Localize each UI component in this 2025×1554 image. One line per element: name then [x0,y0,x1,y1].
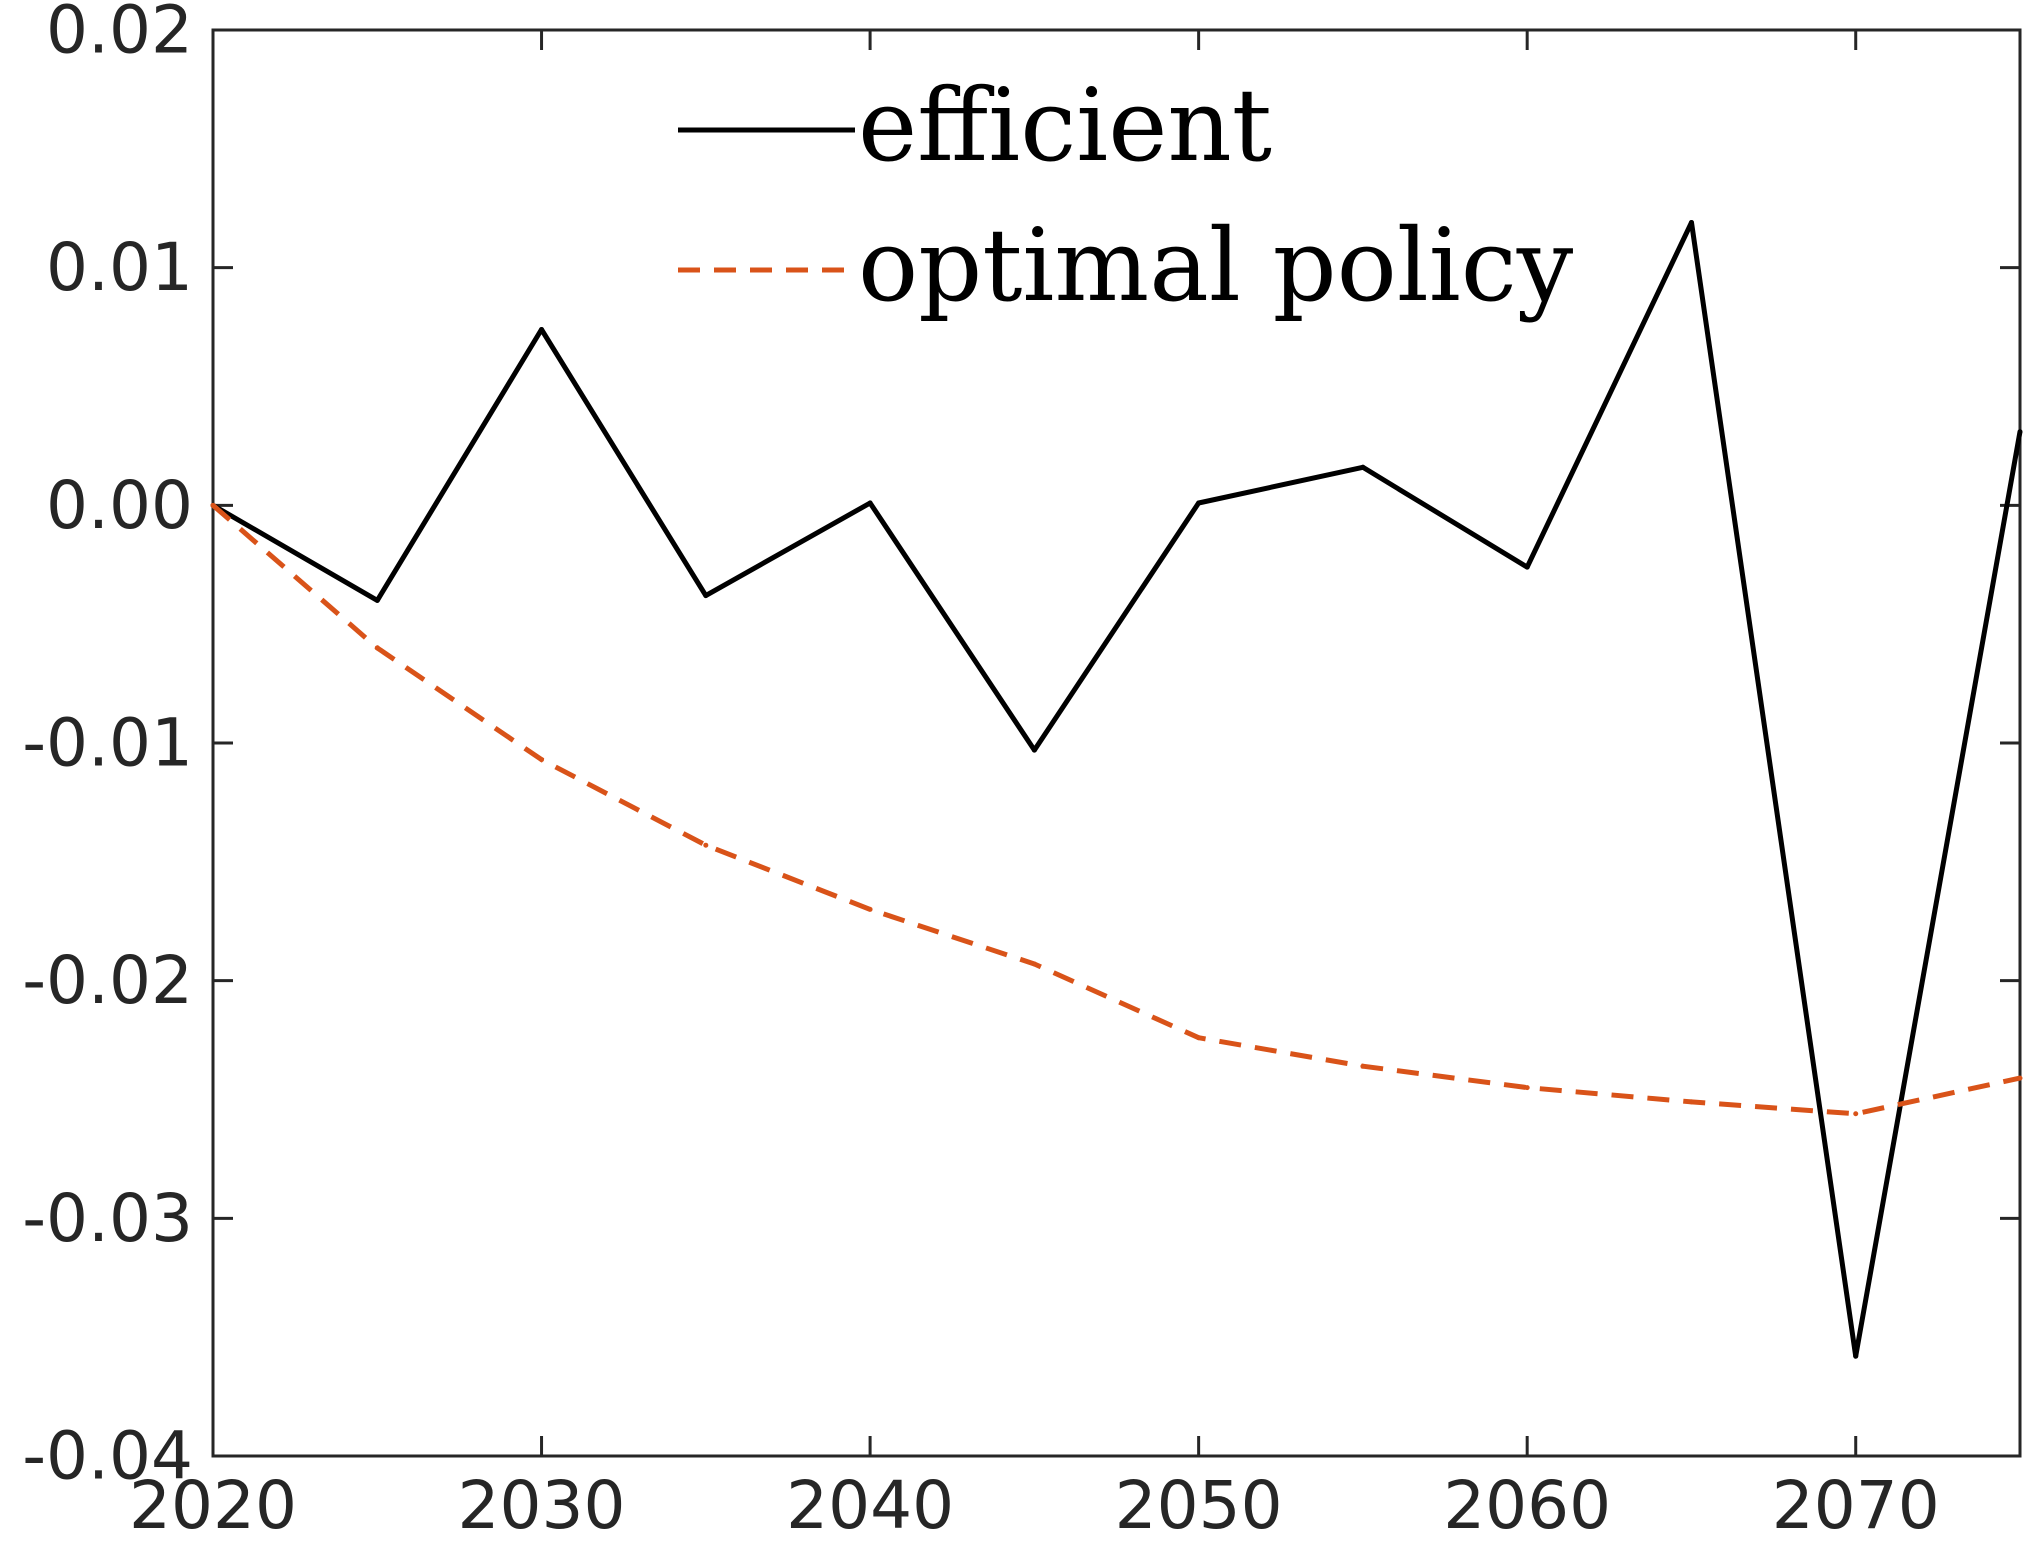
series-layer [210,220,2023,1359]
data-point-optimal-policy [539,757,545,763]
data-point-optimal-policy [1360,1063,1366,1069]
data-point-efficient [374,597,380,603]
data-point-efficient [539,326,545,332]
data-point-optimal-policy [210,502,216,508]
data-point-optimal-policy [1688,1099,1694,1105]
y-tick-label: -0.01 [22,705,193,782]
data-point-efficient [1688,220,1694,226]
x-tick-label: 2030 [458,1467,626,1544]
data-point-optimal-policy [1031,961,1037,967]
data-point-optimal-policy [374,645,380,651]
data-point-optimal-policy [1853,1111,1859,1117]
y-tick-label: -0.03 [22,1180,193,1257]
data-point-optimal-policy [703,842,709,848]
data-point-efficient [703,593,709,599]
data-point-efficient [1360,464,1366,470]
data-point-optimal-policy [1196,1035,1202,1041]
data-point-optimal-policy [867,906,873,912]
y-tick-label: 0.02 [46,0,193,69]
data-point-optimal-policy [1524,1085,1530,1091]
y-tick-label: -0.02 [22,942,193,1019]
legend: efficient optimal policy [678,67,1574,324]
series-line-efficient [211,220,2023,1359]
x-tick-label: 2040 [786,1467,954,1544]
data-point-optimal-policy [2017,1075,2023,1081]
data-point-efficient [2017,429,2023,435]
x-tick-label: 2070 [1772,1467,1940,1544]
data-point-efficient [1853,1353,1859,1359]
legend-label-optimal-policy: optimal policy [858,207,1574,324]
x-tick-label: 2060 [1443,1467,1611,1544]
data-point-efficient [1196,500,1202,506]
data-point-efficient [1031,747,1037,753]
data-point-efficient [1524,564,1530,570]
x-tick-label: 2050 [1115,1467,1283,1544]
y-tick-label: 0.01 [46,229,193,306]
legend-label-efficient: efficient [858,67,1272,184]
x-tick-label: 2020 [129,1467,297,1544]
y-tick-label: -0.04 [22,1418,193,1495]
data-point-efficient [867,500,873,506]
y-tick-label: 0.00 [46,467,193,544]
